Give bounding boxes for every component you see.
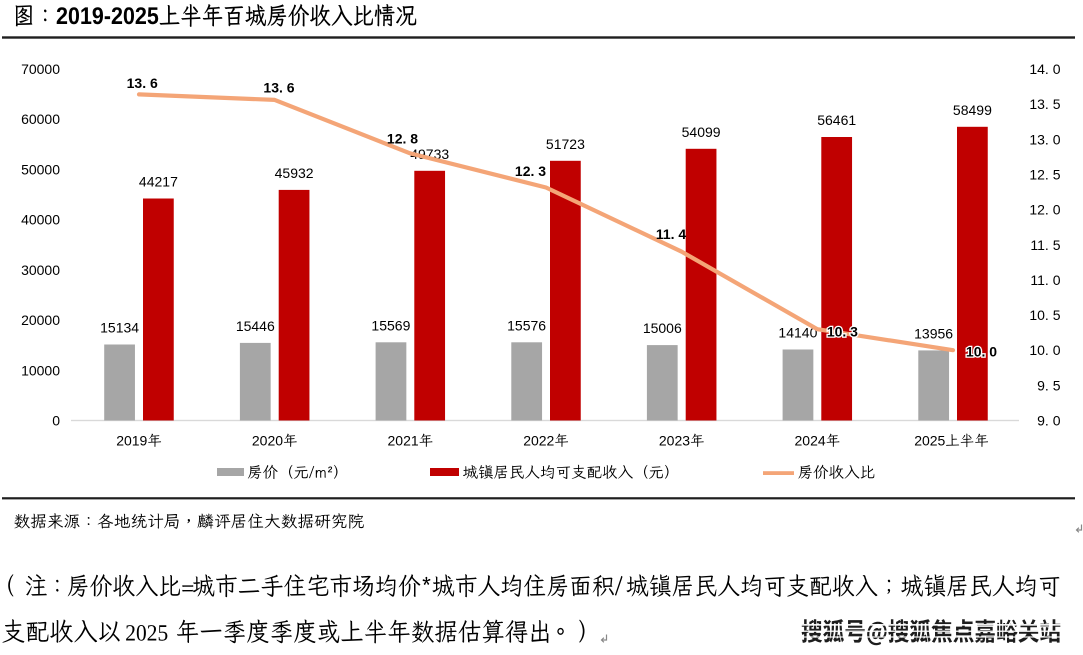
svg-text:14. 0: 14. 0 [1029,61,1060,77]
svg-text:13956: 13956 [914,325,953,341]
svg-text:10. 3: 10. 3 [827,323,858,339]
svg-text:12. 8: 12. 8 [387,131,418,147]
svg-text:15446: 15446 [236,318,275,334]
svg-text:12. 5: 12. 5 [1029,167,1060,183]
svg-text:10. 0: 10. 0 [966,344,997,360]
svg-text:15006: 15006 [643,320,682,336]
svg-text:13. 6: 13. 6 [263,80,294,96]
svg-text:15576: 15576 [507,317,546,333]
svg-text:0: 0 [52,413,60,429]
svg-text:54099: 54099 [682,124,721,140]
svg-text:50000: 50000 [21,161,60,177]
svg-text:2023: 2023 [659,433,690,449]
svg-text:58499: 58499 [953,102,992,118]
svg-text:13. 0: 13. 0 [1029,131,1060,147]
svg-text:70000: 70000 [21,61,60,77]
svg-text:44217: 44217 [139,174,178,190]
svg-text:10000: 10000 [21,362,60,378]
svg-text:9. 5: 9. 5 [1037,377,1061,393]
svg-text:12. 3: 12. 3 [515,163,546,179]
svg-text:15134: 15134 [100,320,139,336]
svg-text:11. 0: 11. 0 [1030,272,1060,288]
svg-text:11. 4: 11. 4 [656,226,687,242]
svg-text:2025: 2025 [914,433,945,449]
svg-text:10. 0: 10. 0 [966,344,997,360]
svg-text:10. 3: 10. 3 [827,323,858,339]
svg-text:51723: 51723 [546,136,585,152]
svg-text:15569: 15569 [371,317,410,333]
svg-text:2019: 2019 [116,433,147,449]
svg-text:2021: 2021 [388,433,419,449]
svg-text:2020: 2020 [252,433,283,449]
svg-text:20000: 20000 [21,312,60,328]
svg-text:30000: 30000 [21,262,60,278]
svg-text:12. 0: 12. 0 [1029,202,1060,218]
svg-text:9. 0: 9. 0 [1037,413,1061,429]
svg-text:40000: 40000 [21,212,60,228]
svg-text:11. 5: 11. 5 [1030,237,1060,253]
svg-text:13. 6: 13. 6 [127,75,158,91]
svg-text:56461: 56461 [817,112,856,128]
svg-text:10. 5: 10. 5 [1029,307,1060,323]
svg-text:13. 5: 13. 5 [1029,96,1060,112]
svg-text:10. 0: 10. 0 [1029,342,1060,358]
svg-text:60000: 60000 [21,111,60,127]
svg-text:2022: 2022 [523,433,554,449]
svg-text:2024: 2024 [795,433,826,449]
svg-text:45932: 45932 [275,165,314,181]
svg-text:14140: 14140 [778,325,817,341]
